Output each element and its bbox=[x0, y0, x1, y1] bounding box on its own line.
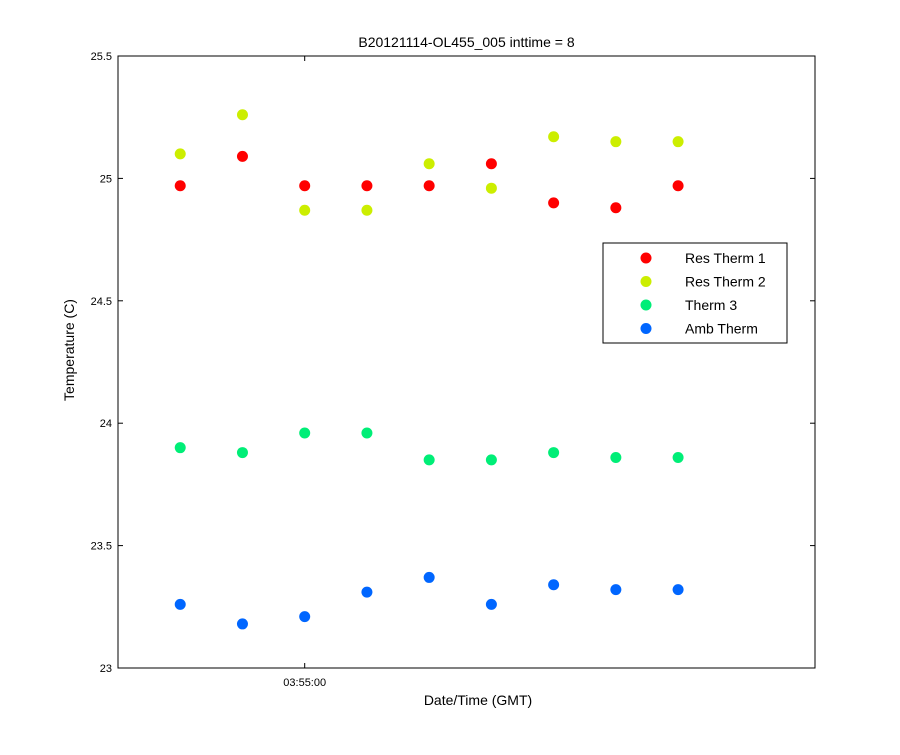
data-point bbox=[423, 454, 435, 466]
y-tick-label: 24 bbox=[100, 418, 112, 430]
y-axis-ticks: 23 23.5 24 24.5 25 25.5 bbox=[91, 51, 815, 675]
data-point bbox=[610, 584, 622, 596]
data-point bbox=[174, 148, 186, 160]
y-tick-label: 23.5 bbox=[91, 541, 112, 553]
data-point bbox=[672, 180, 684, 192]
data-point bbox=[299, 427, 311, 439]
data-point bbox=[485, 158, 497, 170]
data-point bbox=[423, 158, 435, 170]
chart-title: B20121114-OL455_005 inttime = 8 bbox=[358, 34, 574, 50]
data-point bbox=[174, 442, 186, 454]
data-point bbox=[548, 447, 560, 459]
legend: Res Therm 1 Res Therm 2 Therm 3 Amb Therm bbox=[602, 242, 788, 344]
series-2 bbox=[174, 427, 684, 466]
data-point bbox=[485, 182, 497, 194]
data-point bbox=[672, 451, 684, 463]
legend-label: Therm 3 bbox=[685, 297, 737, 313]
x-tick-label: 03:55:00 bbox=[283, 677, 326, 689]
data-point bbox=[610, 202, 622, 214]
data-point bbox=[485, 598, 497, 610]
y-tick-label: 23 bbox=[100, 663, 112, 675]
legend-box bbox=[602, 242, 788, 344]
data-point bbox=[672, 584, 684, 596]
y-tick-label: 24.5 bbox=[91, 296, 112, 308]
data-point bbox=[361, 180, 373, 192]
data-point bbox=[672, 136, 684, 148]
data-point bbox=[299, 611, 311, 623]
legend-marker bbox=[640, 252, 652, 264]
x-axis-label: Date/Time (GMT) bbox=[424, 692, 532, 708]
data-point bbox=[174, 180, 186, 192]
legend-marker bbox=[640, 323, 652, 334]
data-point bbox=[548, 131, 560, 143]
data-point bbox=[236, 150, 248, 162]
y-tick-label: 25 bbox=[100, 173, 112, 185]
data-point bbox=[236, 109, 248, 121]
data-point bbox=[485, 454, 497, 466]
data-point bbox=[361, 427, 373, 439]
data-point bbox=[423, 571, 435, 583]
data-point bbox=[423, 180, 435, 192]
series-0 bbox=[174, 150, 684, 214]
legend-label: Res Therm 2 bbox=[685, 274, 766, 290]
data-point bbox=[361, 204, 373, 216]
legend-marker bbox=[640, 276, 652, 287]
x-axis-ticks: 03:55:00 bbox=[283, 56, 326, 689]
legend-label: Amb Therm bbox=[685, 321, 758, 337]
data-point bbox=[610, 136, 622, 148]
data-point bbox=[236, 618, 248, 630]
data-point bbox=[548, 197, 560, 209]
y-axis-label: Temperature (C) bbox=[61, 299, 77, 401]
y-tick-label: 25.5 bbox=[91, 51, 112, 63]
data-point bbox=[548, 579, 560, 591]
data-point bbox=[299, 204, 311, 216]
data-point bbox=[236, 447, 248, 459]
data-point bbox=[299, 180, 311, 192]
legend-marker bbox=[640, 299, 652, 311]
legend-label: Res Therm 1 bbox=[685, 250, 766, 266]
data-points bbox=[174, 109, 684, 630]
data-point bbox=[361, 586, 373, 598]
data-point bbox=[610, 451, 622, 463]
series-3 bbox=[174, 571, 684, 630]
series-1 bbox=[174, 109, 684, 216]
data-point bbox=[174, 598, 186, 610]
plot-area bbox=[117, 55, 816, 669]
